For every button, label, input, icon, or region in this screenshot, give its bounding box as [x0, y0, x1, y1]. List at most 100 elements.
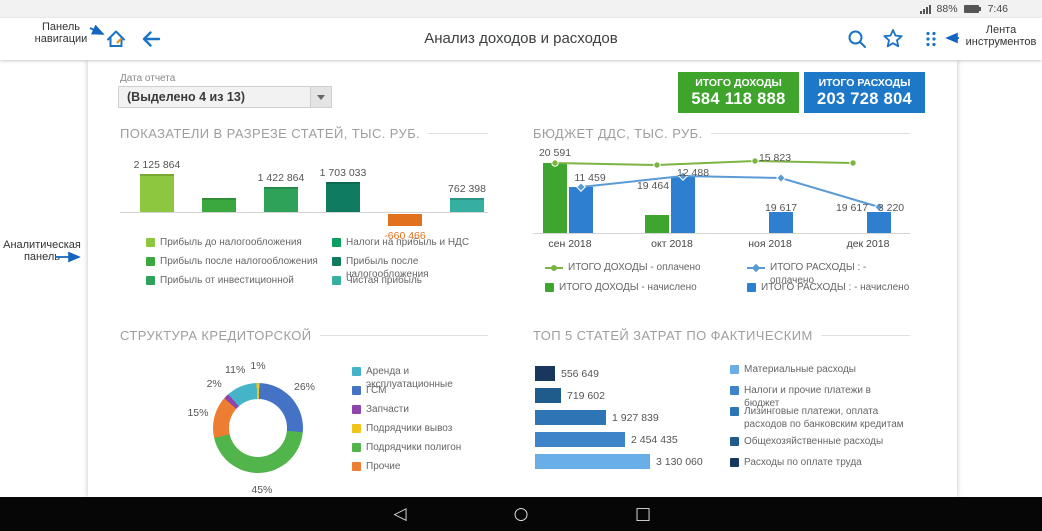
legend-swatch	[730, 365, 739, 374]
point-value-label: 20 591	[538, 147, 572, 159]
legend-swatch	[545, 283, 554, 292]
indicators-legend: Прибыль до налогообложения Прибыль после …	[120, 237, 488, 297]
back-arrow-icon[interactable]	[139, 27, 163, 51]
home-icon[interactable]	[104, 27, 128, 51]
bar-value-label: 719 602	[567, 390, 605, 402]
star-icon[interactable]	[881, 27, 905, 51]
legend-label: Прочие	[366, 461, 401, 472]
x-axis	[120, 212, 488, 213]
income-paid-marker	[751, 157, 759, 165]
android-back-icon[interactable]: ◁	[393, 504, 407, 524]
legend-item: ИТОГО ДОХОДЫ - начислено	[545, 282, 697, 295]
income-paid-line	[554, 159, 854, 167]
bar-value-label: 3 130 060	[656, 456, 703, 468]
legend-swatch	[352, 386, 361, 395]
chart-bar	[535, 432, 625, 447]
battery-icon	[963, 5, 981, 13]
legend-swatch	[352, 405, 361, 414]
legend-item: Прибыль от инвестиционной	[146, 275, 294, 288]
pie-percent-label: 45%	[251, 483, 273, 496]
legend-swatch	[352, 443, 361, 452]
android-home-icon[interactable]: ○	[513, 504, 529, 524]
income-paid-marker	[653, 161, 661, 169]
income-accrued-bar	[645, 215, 669, 233]
diamond-marker-icon	[751, 263, 761, 272]
total-expenses-tile: ИТОГО РАСХОДЫ 203 728 804	[804, 72, 925, 113]
search-icon[interactable]	[845, 27, 869, 51]
top5-legend: Материальные расходы Налоги и прочие плат…	[730, 362, 910, 487]
expense-paid-marker	[874, 202, 884, 212]
pie-percent-label: 26%	[293, 380, 315, 393]
chart-bar	[140, 174, 174, 212]
legend-item: Прибыль после налогообложения	[332, 256, 488, 281]
legend-label: Расходы по оплате труда	[744, 457, 862, 468]
expense-paid-marker	[678, 171, 688, 181]
pie-percent-label: 15%	[187, 406, 209, 419]
total-expenses-label: ИТОГО РАСХОДЫ	[818, 76, 911, 89]
legend-label: Налоги на прибыль и НДС	[346, 237, 470, 248]
legend-item: Материальные расходы	[730, 364, 856, 377]
legend-swatch	[730, 458, 739, 467]
section-header-creditor: СТРУКТУРА КРЕДИТОРСКОЙ	[120, 326, 488, 344]
legend-swatch	[332, 238, 341, 247]
legend-label: ИТОГО РАСХОДЫ : - начислено	[761, 282, 910, 293]
x-axis-label: ноя 2018	[748, 238, 792, 250]
more-icon[interactable]	[919, 27, 943, 51]
legend-label: Общехозяйственные расходы	[744, 436, 884, 447]
bar-value-label: 2 454 435	[631, 434, 678, 446]
x-axis-label: сен 2018	[548, 238, 592, 250]
section-title: ТОП 5 СТАТЕЙ ЗАТРАТ ПО ФАКТИЧЕСКИМ	[533, 327, 813, 343]
report-date-dropdown[interactable]: (Выделено 4 из 13)	[118, 86, 332, 108]
chart-bar	[535, 366, 555, 381]
battery-percent: 88%	[936, 3, 958, 15]
legend-label: ИТОГО ДОХОДЫ - оплачено	[568, 262, 701, 273]
expense-accrued-bar	[671, 177, 695, 233]
pie-percent-label: 2%	[206, 378, 222, 391]
expense-paid-line	[580, 174, 880, 208]
callout-text: панель	[23, 251, 61, 263]
dropdown-value: (Выделено 4 из 13)	[127, 90, 245, 104]
bar-value-label: 762 398	[448, 183, 486, 195]
legend-label: Запчасти	[366, 404, 409, 415]
donut-hole	[229, 399, 287, 457]
legend-label: ИТОГО ДОХОДЫ - начислено	[559, 282, 697, 293]
android-recents-icon[interactable]: □	[634, 504, 652, 524]
legend-label: Прибыль после налогообложения	[346, 256, 429, 280]
section-title: БЮДЖЕТ ДДС, ТЫС. РУБ.	[533, 125, 703, 141]
legend-item: Аренда и эксплуатационные	[352, 366, 492, 391]
legend-item: Подрядчики вывоз	[352, 423, 452, 436]
legend-label: Прибыль до налогообложения	[160, 237, 302, 248]
total-income-tile: ИТОГО ДОХОДЫ 584 118 888	[678, 72, 799, 113]
income-accrued-bar	[543, 163, 567, 233]
expense-accrued-bar	[569, 187, 593, 233]
section-header-top5: ТОП 5 СТАТЕЙ ЗАТРАТ ПО ФАКТИЧЕСКИМ	[533, 326, 910, 344]
legend-swatch	[146, 238, 155, 247]
legend-swatch	[730, 407, 739, 416]
legend-swatch	[352, 462, 361, 471]
legend-item: Прочие	[352, 461, 400, 474]
legend-item: ИТОГО РАСХОДЫ : - начислено	[747, 282, 909, 295]
legend-label: Прибыль после налогообложения	[160, 256, 318, 267]
legend-item: Налоги и прочие платежи в бюджет	[730, 385, 906, 410]
legend-label: Материальные расходы	[744, 364, 856, 375]
divider	[710, 132, 910, 134]
legend-item: Лизинговые платежи, оплата расходов по б…	[730, 406, 906, 431]
legend-label: ГСМ	[366, 385, 387, 396]
dds-chart-canvas	[533, 157, 910, 234]
section-header-dds: БЮДЖЕТ ДДС, ТЫС. РУБ.	[533, 124, 910, 142]
chart-bar	[535, 410, 606, 425]
legend-label: Чистая прибыль	[346, 275, 422, 286]
chart-bar	[202, 198, 236, 212]
legend-swatch	[146, 257, 155, 266]
bar-value-label: 1 422 864	[257, 172, 305, 184]
expense-accrued-bar	[769, 212, 793, 233]
total-income-value: 584 118 888	[691, 89, 786, 108]
page-title: Анализ доходов и расходов	[424, 30, 618, 47]
legend-item: Расходы по оплате труда	[730, 457, 862, 470]
callout-nav-panel: Панель навигации	[24, 21, 98, 45]
legend-item: Прибыль до налогообложения	[146, 237, 302, 250]
legend-label: Лизинговые платежи, оплата расходов по б…	[744, 406, 904, 430]
section-title: ПОКАЗАТЕЛИ В РАЗРЕЗЕ СТАТЕЙ, ТЫС. РУБ.	[120, 125, 421, 141]
chart-bar	[326, 182, 360, 212]
